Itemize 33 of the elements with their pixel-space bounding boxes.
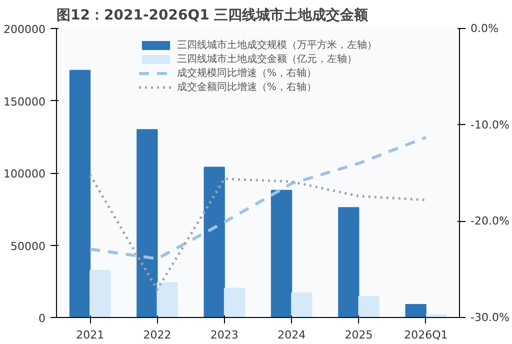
legend-label: 三四线城市土地成交金额（亿元，左轴）: [177, 52, 357, 66]
y-tick-label: 100000: [4, 168, 46, 180]
bar: [204, 166, 225, 318]
bar: [136, 129, 158, 318]
line-series: [88, 174, 428, 291]
bar: [156, 282, 178, 318]
y2-tick-label: -20.0%: [470, 214, 510, 228]
bar: [338, 207, 360, 318]
y2-tick-label: -10.0%: [470, 118, 510, 132]
x-tick-label: 2022: [143, 328, 172, 342]
y2-tick-label: -30.0%: [470, 311, 510, 324]
bar: [90, 270, 111, 318]
bar: [69, 70, 91, 318]
y-tick-label: 200000: [4, 23, 46, 36]
bar: [405, 304, 426, 318]
y-tick-label: 0: [38, 312, 46, 325]
legend-label: 成交规模同比增速（%，右轴）: [177, 66, 317, 80]
x-tick-label: 2023: [210, 328, 238, 342]
legend-label: 成交金额同比增速（%，右轴）: [177, 80, 317, 94]
bar: [291, 292, 312, 318]
y2-tick-label: 0.0%: [470, 22, 498, 35]
y-tick-label: 150000: [4, 95, 46, 108]
legend-label: 三四线城市土地成交规模（万平方米，左轴）: [177, 38, 377, 52]
bar: [358, 296, 380, 318]
bar: [224, 288, 246, 318]
chart-title: 图12：2021-2026Q1 三四线城市土地成交金额: [56, 6, 370, 24]
x-tick-label: 2025: [344, 328, 373, 342]
x-tick-label: 2026Q1: [404, 328, 448, 342]
x-tick-label: 2024: [278, 328, 306, 342]
bar: [270, 190, 292, 318]
line-series: [88, 136, 428, 260]
x-tick-label: 2021: [76, 328, 104, 342]
y-tick-label: 50000: [10, 240, 46, 253]
